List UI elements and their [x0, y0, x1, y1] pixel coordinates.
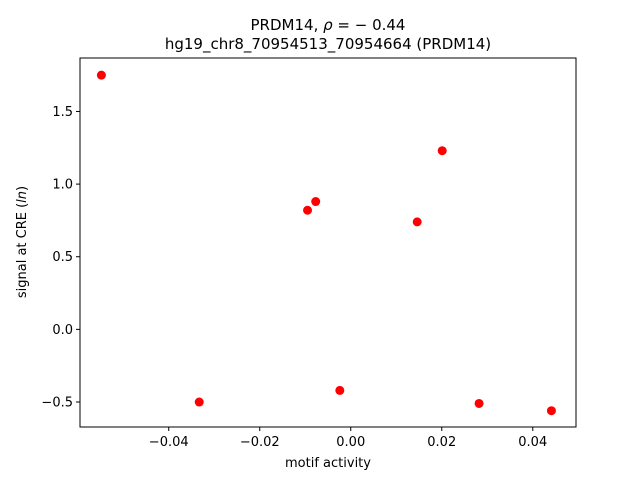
data-point-5: [335, 385, 345, 395]
chart-title-line1: PRDM14, ρ = − 0.44: [251, 16, 406, 34]
title-suffix: = − 0.44: [333, 16, 406, 34]
x-tick-label-5: 0.04: [518, 435, 547, 450]
x-tick-label-2: −0.02: [240, 435, 280, 450]
y-tick-label-3: 0.5: [52, 250, 73, 265]
data-point-3: [303, 205, 313, 215]
plot-frame: [79, 57, 577, 428]
y-tick-label-1: −0.5: [41, 396, 73, 411]
y-tick-label-5: 1.5: [52, 105, 73, 120]
chart-title-line2: hg19_chr8_70954513_70954664 (PRDM14): [165, 35, 491, 54]
y-label-suffix: ): [15, 186, 30, 191]
y-label-italic: ln: [15, 191, 30, 203]
data-point-8: [474, 398, 484, 408]
y-tick-label-4: 1.0: [52, 178, 73, 193]
title-prefix: PRDM14,: [251, 16, 324, 34]
data-points: [96, 70, 556, 416]
x-axis-ticks: −0.04 −0.02 0.00 0.02 0.04: [149, 427, 547, 450]
x-tick-label-4: 0.02: [427, 435, 456, 450]
x-tick-label-3: 0.00: [336, 435, 365, 450]
data-point-6: [412, 217, 422, 227]
data-point-4: [311, 197, 321, 207]
data-point-2: [194, 397, 204, 407]
data-point-1: [96, 70, 106, 80]
y-axis-label: signal at CRE (ln): [15, 186, 30, 298]
y-axis-ticks: −0.5 0.0 0.5 1.0 1.5: [41, 105, 80, 411]
data-point-9: [546, 406, 556, 416]
x-tick-label-1: −0.04: [149, 435, 189, 450]
y-tick-label-2: 0.0: [52, 323, 73, 338]
x-axis-label: motif activity: [285, 456, 371, 471]
title-rho: ρ: [323, 16, 333, 34]
data-point-7: [437, 146, 447, 156]
y-label-prefix: signal at CRE (: [15, 203, 30, 298]
